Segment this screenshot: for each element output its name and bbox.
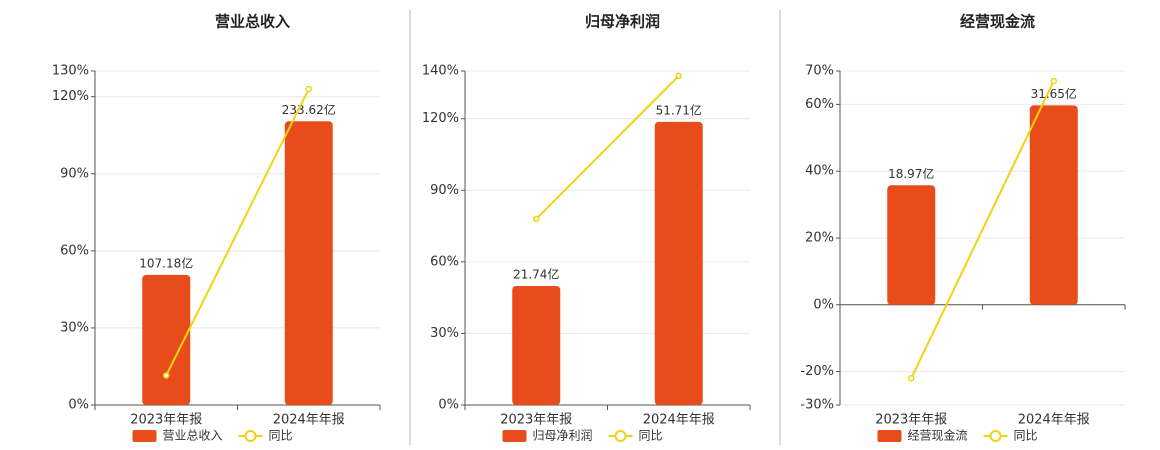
x-tick-label: 2024年年报 <box>273 413 345 428</box>
data-label: 18.97亿 <box>888 166 934 181</box>
chart-title: 经营现金流 <box>960 13 1035 31</box>
legend-label: 同比 <box>269 429 293 443</box>
y-tick-label: -20% <box>800 364 834 379</box>
y-tick-label: 40% <box>805 164 834 179</box>
line-point <box>163 372 170 379</box>
legend-swatch <box>244 430 257 442</box>
y-tick-label: 120% <box>52 89 89 104</box>
y-tick-label: 130% <box>52 64 89 79</box>
bar <box>142 274 191 405</box>
y-tick-label: 90% <box>430 183 459 198</box>
line <box>165 88 310 376</box>
legend-label: 同比 <box>1014 429 1038 443</box>
data-label: 233.62亿 <box>282 102 336 117</box>
data-label: 51.71亿 <box>656 102 702 117</box>
y-tick-label: 60% <box>805 97 834 112</box>
y-tick-label: -30% <box>800 398 834 413</box>
chart-title: 归母净利润 <box>585 13 660 31</box>
x-tick-label: 2024年年报 <box>1018 413 1090 428</box>
legend-swatch <box>989 430 1002 442</box>
legend-swatch <box>614 430 627 442</box>
data-label: 31.65亿 <box>1031 86 1077 101</box>
chart-title: 营业总收入 <box>215 13 290 31</box>
line-point <box>533 215 540 223</box>
legend-swatch <box>502 430 527 442</box>
y-tick-label: 120% <box>422 111 459 126</box>
x-tick-label: 2023年年报 <box>875 413 947 428</box>
y-tick-label: 30% <box>430 326 459 341</box>
y-tick-label: 0% <box>813 297 834 312</box>
line-point <box>1050 77 1057 85</box>
line-point <box>305 85 312 93</box>
bar <box>1029 105 1078 305</box>
x-tick-label: 2024年年报 <box>643 413 715 428</box>
y-tick-label: 60% <box>430 254 459 269</box>
y-tick-label: 30% <box>60 320 89 335</box>
x-tick-label: 2023年年报 <box>500 413 572 428</box>
legend-swatch <box>877 430 902 442</box>
data-label: 21.74亿 <box>513 266 559 281</box>
y-tick-label: 70% <box>805 64 834 79</box>
y-tick-label: 60% <box>60 243 89 258</box>
legend-label: 归母净利润 <box>533 429 593 443</box>
legend-label: 营业总收入 <box>163 429 223 443</box>
bar <box>284 121 333 406</box>
legend-swatch <box>132 430 157 442</box>
y-tick-label: 0% <box>438 398 459 413</box>
y-tick-label: 0% <box>68 398 89 413</box>
line <box>535 75 680 220</box>
y-tick-label: 90% <box>60 166 89 181</box>
y-tick-label: 140% <box>422 64 459 79</box>
y-tick-label: 20% <box>805 231 834 246</box>
data-label: 107.18亿 <box>139 255 193 270</box>
x-tick-label: 2023年年报 <box>130 413 202 428</box>
legend-label: 经营现金流 <box>908 428 968 443</box>
bar <box>512 285 561 405</box>
legend-label: 同比 <box>639 429 663 443</box>
bar <box>887 185 936 305</box>
line-point <box>675 72 682 80</box>
line <box>910 80 1055 379</box>
line-point <box>908 375 915 382</box>
bar <box>654 121 703 406</box>
